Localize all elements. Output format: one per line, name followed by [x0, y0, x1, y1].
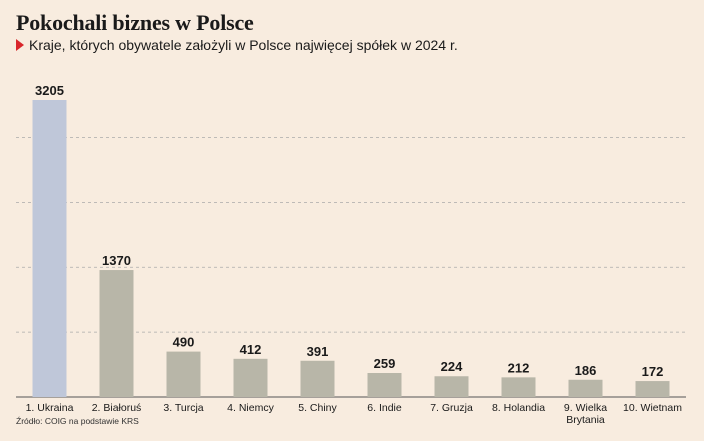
bar-10	[635, 381, 670, 397]
bar-1	[32, 100, 67, 397]
chart-subtitle: Kraje, których obywatele założyli w Pols…	[16, 37, 458, 53]
bar-3	[166, 351, 201, 397]
data-label-10: 172	[642, 364, 664, 379]
bar-6	[367, 372, 402, 397]
category-label-5: 5. Chiny	[298, 402, 337, 414]
source-note: Źródło: COIG na podstawie KRS	[16, 416, 139, 426]
bar-8	[501, 377, 536, 397]
bar-9	[568, 379, 603, 397]
data-label-7: 224	[441, 359, 463, 374]
data-label-2: 1370	[102, 253, 131, 268]
category-label-4: 4. Niemcy	[227, 402, 274, 414]
data-label-1: 3205	[35, 83, 64, 98]
bar-7	[434, 376, 469, 397]
data-label-4: 412	[240, 342, 262, 357]
triangle-bullet-icon	[16, 39, 24, 51]
data-label-6: 259	[374, 356, 396, 371]
category-label-8: 8. Holandia	[492, 402, 545, 414]
category-label-10: 10. Wietnam	[623, 402, 682, 414]
bar-4	[233, 358, 268, 397]
category-label-9: 9. Wielka Brytania	[564, 402, 607, 426]
data-label-8: 212	[508, 360, 530, 375]
bar-5	[300, 360, 335, 397]
data-label-3: 490	[173, 335, 195, 350]
category-label-2: 2. Białoruś	[92, 402, 142, 414]
category-label-3: 3. Turcja	[163, 402, 203, 414]
data-label-9: 186	[575, 363, 597, 378]
category-label-6: 6. Indie	[367, 402, 402, 414]
data-label-5: 391	[307, 344, 329, 359]
category-label-1: 1. Ukraina	[26, 402, 74, 414]
subtitle-text: Kraje, których obywatele założyli w Pols…	[29, 37, 458, 53]
bar-2	[99, 270, 134, 397]
chart-title: Pokochali biznes w Polsce	[16, 10, 254, 35]
category-label-7: 7. Gruzja	[430, 402, 473, 414]
